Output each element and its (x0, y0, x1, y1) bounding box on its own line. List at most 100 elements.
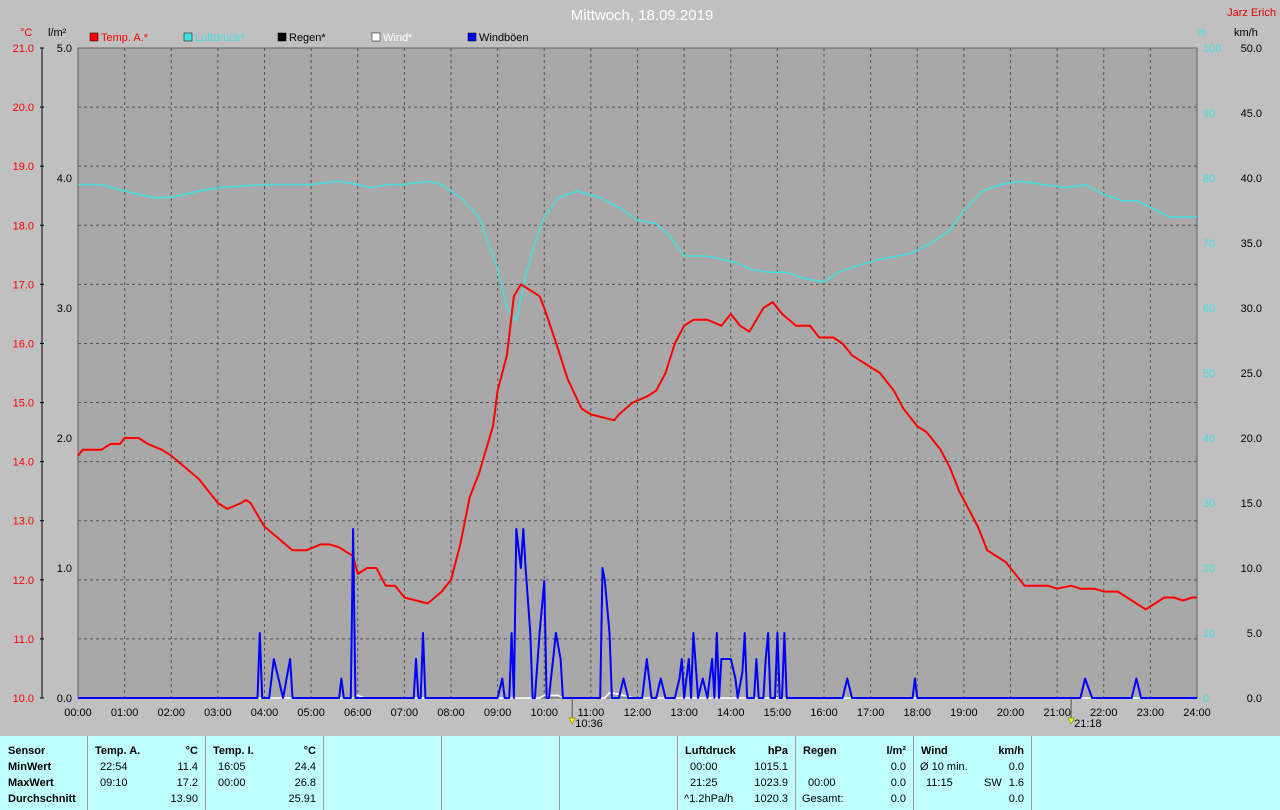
col-temp-a: Temp. A. °C 22:54 11.4 09:10 17.2 13.90 (88, 736, 206, 810)
col-rain: Regen l/m² 0.0 00:00 0.0 Gesamt: 0.0 (796, 736, 914, 810)
pressure-tick-1: 10 (1203, 628, 1215, 640)
temp-a-min: 11.4 (177, 761, 198, 773)
col-empty-3 (560, 736, 678, 810)
temp-tick-10: 20.0 (13, 102, 34, 114)
pressure-tick-8: 80 (1203, 173, 1215, 185)
rain-tick-3: 3.0 (57, 303, 72, 315)
rain-unit: l/m² (886, 745, 906, 757)
rain-header: Regen (803, 745, 837, 757)
temp-a-avg: 13.90 (170, 793, 198, 805)
pressure-max: 1023.9 (754, 777, 788, 789)
wind-tick-3: 15.0 (1241, 498, 1262, 510)
x-tick-0: 00:00 (64, 707, 92, 719)
temp-a-min-time: 22:54 (100, 761, 128, 773)
legend-label-0: Temp. A.* (101, 32, 149, 44)
temp-tick-0: 10.0 (13, 693, 34, 705)
col-sensor: Sensor MinWert MaxWert Durchschnitt (0, 736, 88, 810)
x-tick-1: 01:00 (111, 707, 139, 719)
col-wind: Wind km/h Ø 10 min. 0.0 11:15 SW 1.6 0.0 (914, 736, 1032, 810)
x-tick-21: 21:00 (1043, 707, 1071, 719)
wind-tick-8: 40.0 (1241, 173, 1262, 185)
temp-tick-7: 17.0 (13, 279, 34, 291)
rain-max: 0.0 (890, 777, 906, 789)
pressure-avg: 1020.3 (754, 793, 788, 805)
temp-a-header: Temp. A. (95, 745, 141, 757)
rain-tick-1: 1.0 (57, 563, 72, 575)
row-label-avg: Durchschnitt (8, 793, 76, 805)
owner-label: Jarz Erich (1227, 7, 1276, 19)
pressure-unit: hPa (767, 745, 788, 757)
rain-axis-unit: l/m² (48, 27, 67, 39)
temp-tick-1: 11.0 (13, 634, 34, 646)
pressure-tick-9: 90 (1203, 108, 1215, 120)
temp-i-unit: °C (303, 745, 316, 757)
row-label-min: MinWert (8, 761, 52, 773)
wind-max-time: 11:15 (926, 777, 953, 789)
x-tick-17: 17:00 (857, 707, 885, 719)
wind-tick-1: 5.0 (1247, 628, 1262, 640)
temp-tick-8: 18.0 (13, 220, 34, 232)
temp-i-min-time: 16:05 (218, 761, 246, 773)
sun-marker-label-1: 21:18 (1074, 718, 1102, 730)
axis-ticks: 10.0 11.0 12.0 13.0 14.0 15.0 16.0 17.0 18.0 19.0… (13, 43, 1262, 719)
temp-tick-6: 16.0 (13, 338, 34, 350)
wind-tick-2: 10.0 (1241, 563, 1262, 575)
x-tick-14: 14:00 (717, 707, 745, 719)
temp-a-max-time: 09:10 (100, 777, 128, 789)
wind-tick-7: 35.0 (1241, 238, 1262, 250)
wind-series-line (78, 692, 1197, 699)
wind-axis-unit: km/h (1234, 27, 1258, 39)
sun-markers: 10:36 21:18 (568, 698, 1102, 730)
wind-tick-9: 45.0 (1241, 108, 1262, 120)
statistics-table: Sensor MinWert MaxWert Durchschnitt Temp… (0, 736, 1280, 810)
pressure-axis-unit: % (1197, 27, 1207, 39)
pressure-tick-5: 50 (1203, 368, 1215, 380)
x-tick-5: 05:00 (297, 707, 325, 719)
wind-avg-label: Ø 10 min. (920, 761, 968, 773)
legend-swatch-2 (277, 32, 287, 42)
pressure-tick-10: 100 (1203, 43, 1221, 55)
temp-i-header: Temp. I. (213, 745, 254, 757)
x-tick-15: 15:00 (764, 707, 792, 719)
wind-tick-0: 0.0 (1247, 693, 1262, 705)
series-lines (77, 180, 1197, 699)
grid-lines (78, 48, 1197, 698)
temp-i-min: 24.4 (294, 761, 316, 773)
sun-marker-icon-0 (568, 717, 576, 725)
rain-tick-5: 5.0 (57, 43, 72, 55)
x-tick-11: 11:00 (578, 707, 605, 719)
pressure-tick-2: 20 (1203, 563, 1215, 575)
x-tick-22: 22:00 (1090, 707, 1118, 719)
legend-label-4: Windböen (479, 32, 529, 44)
col-empty-2 (442, 736, 560, 810)
temp-tick-5: 15.0 (13, 398, 34, 410)
col-empty-4 (1032, 736, 1280, 810)
x-tick-8: 08:00 (437, 707, 465, 719)
legend-label-1: Luftdruck* (195, 32, 245, 44)
rain-tick-4: 4.0 (57, 173, 72, 185)
x-tick-13: 13:00 (670, 707, 698, 719)
col-temp-i: Temp. I. °C 16:05 24.4 00:00 26.8 25.91 (206, 736, 324, 810)
rain-total: 0.0 (890, 793, 906, 805)
legend-swatch-1 (183, 32, 193, 42)
rain-tick-2: 2.0 (57, 433, 72, 445)
col-empty-1 (324, 736, 442, 810)
weather-chart: Mittwoch, 18.09.2019 Jarz Erich °C l/m² … (12, 7, 1276, 730)
temp-tick-11: 21.0 (13, 43, 34, 55)
x-tick-2: 02:00 (157, 707, 185, 719)
gust-series-line (78, 528, 1197, 699)
sensor-header: Sensor (8, 745, 46, 757)
wind-unit: km/h (998, 745, 1024, 757)
x-tick-20: 20:00 (997, 707, 1025, 719)
temp-tick-2: 12.0 (13, 575, 34, 587)
x-tick-19: 19:00 (950, 707, 978, 719)
pressure-min: 1015.1 (754, 761, 788, 773)
pressure-tick-4: 40 (1203, 433, 1215, 445)
temp-i-max-time: 00:00 (218, 777, 246, 789)
rain-tick-0: 0.0 (57, 693, 72, 705)
col-pressure: Luftdruck hPa 00:00 1015.1 21:25 1023.9 … (678, 736, 796, 810)
x-tick-12: 12:00 (624, 707, 652, 719)
pressure-tick-3: 30 (1203, 498, 1215, 510)
pressure-max-time: 21:25 (690, 777, 718, 789)
wind-max: 1.6 (1008, 777, 1024, 789)
